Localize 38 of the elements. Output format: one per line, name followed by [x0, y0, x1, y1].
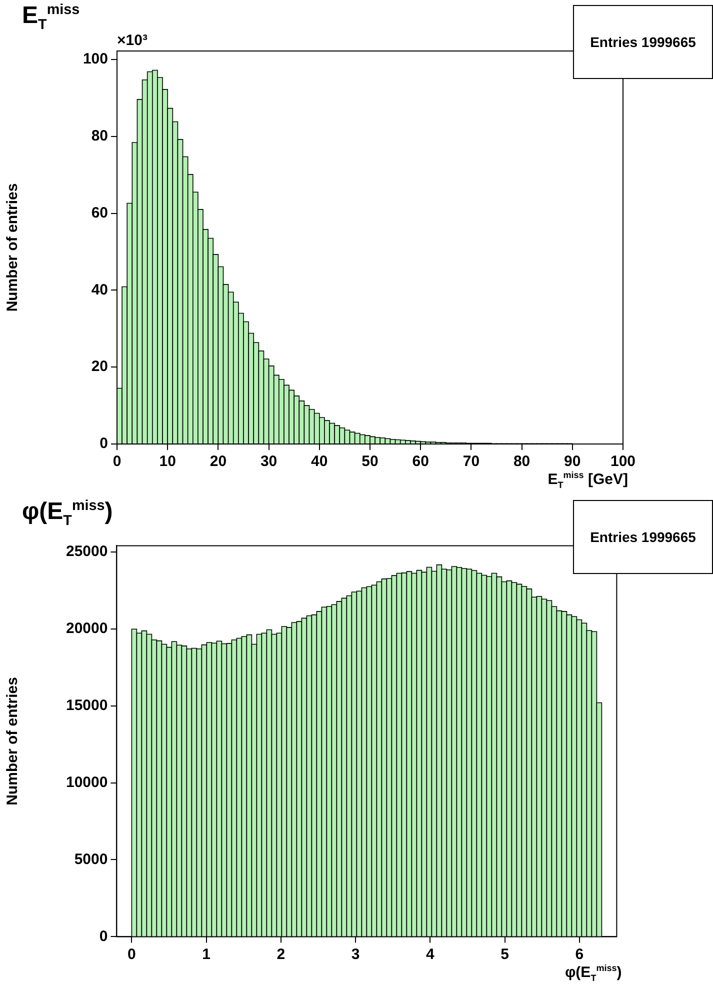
y-tick-label: 25000 — [66, 543, 108, 560]
x-tick-label: 30 — [260, 453, 278, 470]
y-tick-label: 80 — [91, 128, 108, 145]
x-tick-label: 4 — [426, 946, 435, 963]
y-tick-label: 20000 — [66, 620, 108, 637]
x-tick-label: 2 — [276, 946, 286, 963]
chart-title: φ(E$_{T}$$^{miss}$) — [22, 498, 113, 529]
x-tick-label: 40 — [311, 453, 328, 470]
y-tick-label: 0 — [100, 435, 108, 452]
y-tick-label: 100 — [82, 50, 108, 68]
y-tick-label: 5000 — [74, 850, 108, 868]
stats-box: Entries 1999665 — [573, 5, 713, 79]
y-tick-label: 0 — [99, 928, 108, 945]
x-tick-label: 0 — [112, 453, 122, 470]
stats-box: Entries 1999665 — [573, 500, 713, 574]
x-tick-label: 5 — [500, 946, 509, 963]
y-tick-label: 15000 — [66, 696, 108, 714]
x-tick-label: 20 — [210, 453, 227, 470]
x-tick-label: 100 — [610, 453, 636, 470]
x-tick-label: 50 — [362, 453, 378, 470]
y-tick-label: 10000 — [66, 774, 108, 791]
x-tick-label: 90 — [564, 453, 581, 470]
y-axis-title: Number of entries — [4, 183, 22, 312]
x-tick-label: 0 — [127, 946, 136, 963]
x-tick-label: 80 — [513, 453, 530, 470]
x-tick-label: 3 — [351, 946, 360, 963]
y-tick-label: 60 — [91, 204, 108, 222]
y-tick-label: 20 — [91, 358, 108, 376]
x-tick-label: 70 — [462, 453, 480, 470]
x-axis-title: E$_{T}$$^{miss}$ [GeV] — [548, 470, 628, 490]
x-tick-label: 10 — [159, 453, 176, 470]
x-tick-label: 60 — [412, 453, 429, 470]
x-tick-label: 1 — [202, 946, 210, 963]
y-axis-title: Number of entries — [4, 677, 22, 806]
y-tick-label: 40 — [91, 281, 108, 298]
x-axis-title: φ(E$_{T}$$^{miss}$) — [564, 962, 622, 983]
text: ×10³ — [117, 32, 148, 49]
x-tick-label: 6 — [575, 946, 584, 963]
